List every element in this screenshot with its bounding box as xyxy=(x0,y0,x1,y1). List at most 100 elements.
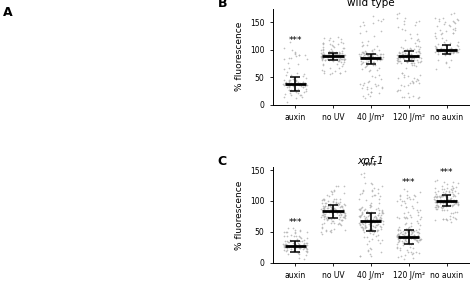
Point xyxy=(438,46,445,50)
Point xyxy=(375,73,383,78)
Point xyxy=(358,225,366,230)
Point xyxy=(292,51,299,56)
Point xyxy=(447,220,455,224)
Point xyxy=(407,55,415,59)
Point xyxy=(330,220,338,225)
Point xyxy=(368,49,375,53)
Point xyxy=(280,234,288,239)
Point xyxy=(287,233,295,238)
Point xyxy=(410,55,417,60)
Point xyxy=(358,205,365,210)
Point xyxy=(410,63,417,68)
Point xyxy=(452,47,459,52)
Point xyxy=(364,86,371,91)
Point xyxy=(299,80,307,84)
Point xyxy=(318,56,326,61)
Point xyxy=(338,49,346,53)
Point xyxy=(292,231,299,235)
Point xyxy=(448,188,456,192)
Point xyxy=(329,44,337,48)
Point xyxy=(377,28,384,33)
Point xyxy=(291,249,298,254)
Point xyxy=(451,210,459,214)
Point xyxy=(410,81,417,85)
Point xyxy=(285,66,292,70)
Point xyxy=(449,50,457,55)
Point xyxy=(361,23,368,27)
Point xyxy=(328,219,336,224)
Point xyxy=(447,58,455,62)
Point xyxy=(334,201,342,206)
Point xyxy=(362,57,369,61)
Point xyxy=(303,236,310,241)
Point xyxy=(285,85,292,89)
Point xyxy=(339,209,347,214)
Point xyxy=(295,246,303,250)
Point xyxy=(407,215,415,220)
Point xyxy=(362,215,369,220)
Point xyxy=(403,247,410,252)
Point xyxy=(329,56,337,61)
Point xyxy=(374,229,381,233)
Point xyxy=(375,90,383,95)
Point xyxy=(358,209,365,214)
Point xyxy=(414,78,421,83)
Point xyxy=(285,83,293,88)
Point xyxy=(448,204,456,208)
Point xyxy=(340,214,347,219)
Point xyxy=(409,80,416,84)
Point xyxy=(290,77,297,82)
Point xyxy=(287,88,295,93)
Point xyxy=(338,217,346,222)
Point xyxy=(292,87,299,92)
Point xyxy=(370,220,378,224)
Point xyxy=(340,53,347,58)
Point xyxy=(333,53,341,58)
Point xyxy=(394,234,401,239)
Point xyxy=(440,179,447,184)
Point xyxy=(332,53,340,58)
Point xyxy=(365,54,373,59)
Point xyxy=(438,48,445,52)
Point xyxy=(408,235,415,240)
Point xyxy=(393,58,401,62)
Point xyxy=(339,61,346,66)
Point xyxy=(416,55,423,59)
Point xyxy=(286,91,294,95)
Point xyxy=(292,54,300,58)
Point xyxy=(379,219,386,223)
Point xyxy=(365,79,372,84)
Text: ***: *** xyxy=(289,218,302,227)
Point xyxy=(323,217,330,221)
Point xyxy=(401,201,409,206)
Point xyxy=(341,56,349,61)
Point xyxy=(284,83,292,87)
Point xyxy=(374,58,381,62)
Point xyxy=(408,51,415,56)
Point xyxy=(327,41,334,46)
Point xyxy=(441,50,449,55)
Point xyxy=(436,195,444,199)
Point xyxy=(408,61,416,66)
Point xyxy=(356,54,364,59)
Point xyxy=(378,211,386,215)
Point xyxy=(328,43,336,47)
Point xyxy=(341,53,349,58)
Point xyxy=(396,239,403,244)
Point xyxy=(288,92,295,97)
Point xyxy=(371,219,379,223)
Point xyxy=(330,55,338,60)
Point xyxy=(285,88,293,92)
Point xyxy=(434,58,441,62)
Point xyxy=(447,51,455,55)
Point xyxy=(402,236,410,241)
Point xyxy=(328,210,336,214)
Point xyxy=(292,96,300,100)
Point xyxy=(327,53,335,58)
Point xyxy=(373,44,381,48)
Point xyxy=(416,80,423,85)
Point xyxy=(378,209,386,214)
Point xyxy=(328,205,336,210)
Point xyxy=(325,38,332,43)
Point xyxy=(359,187,366,192)
